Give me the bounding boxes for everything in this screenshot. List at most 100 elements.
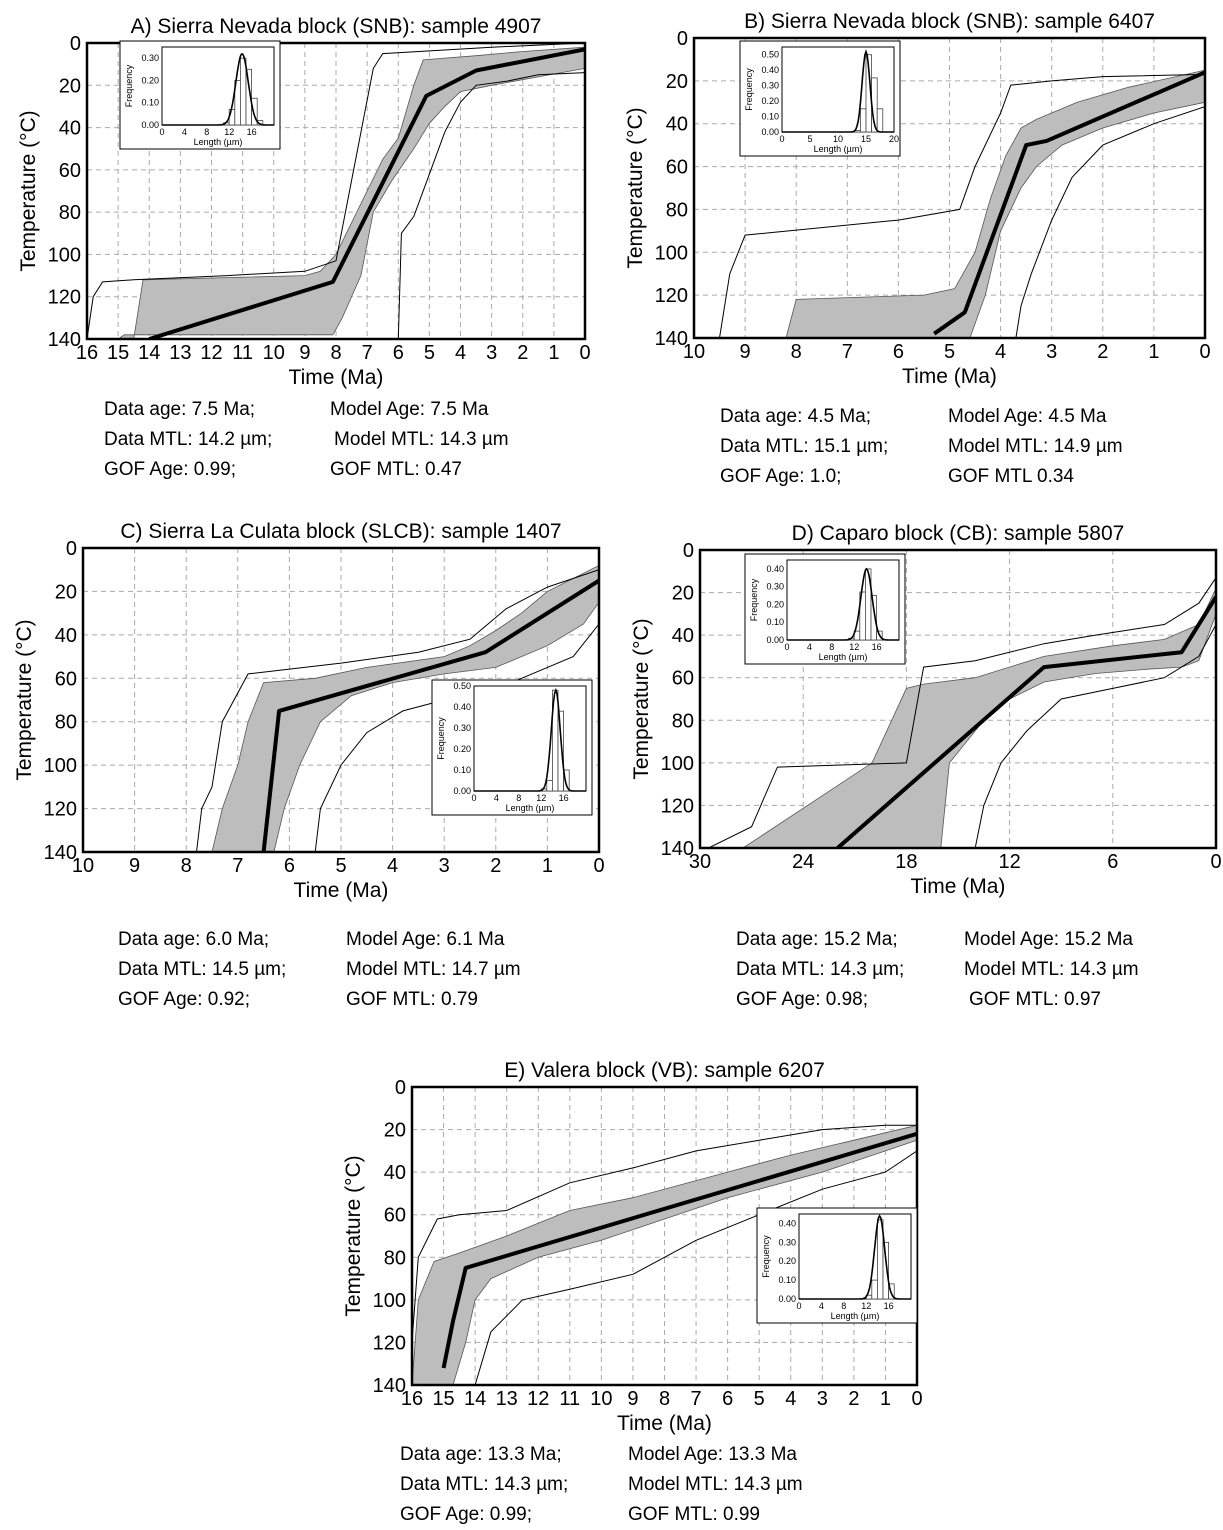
- y-tick-label: 40: [666, 114, 688, 136]
- y-tick-label: 0: [683, 540, 694, 562]
- x-tick-label: 1: [880, 1388, 891, 1410]
- chart-panel-c: 10 9 8 7 6 5 4 3 2 1 0 0 20 40 60 80 100 120 140 Time (Ma) T…: [0, 0, 620, 1040]
- inset-histogram: 0 5 10 15 20 0.00 0.10 0.20 0.30 0.40 0.50 Length (…: [739, 40, 901, 157]
- chart-svg-a: 16 15 14 13 12 11 10 9 8 7 6 5 4 3 2 1 00204060801001201…: [17, 15, 591, 389]
- x-tick-label: 4: [785, 1388, 796, 1410]
- inset-y-label: Frequency: [124, 64, 134, 107]
- inset-x-tick-label: 12: [861, 1301, 871, 1311]
- x-axis-label: Time (Ma): [617, 1412, 712, 1435]
- stat-model-mtl: Model MTL: 14.3 µm: [628, 1474, 803, 1495]
- x-tick-label: 0: [1199, 341, 1210, 363]
- x-tick-label: 6: [893, 341, 904, 363]
- stats-e: Data age: 13.3 Ma; Model Age: 13.3 Ma Dat…: [400, 1440, 880, 1530]
- inset-y-tick-label: 0.00: [453, 786, 471, 796]
- y-tick-label: 60: [384, 1205, 406, 1227]
- x-tick-label: 3: [486, 342, 497, 364]
- stat-model-age: Model Age: 13.3 Ma: [628, 1444, 797, 1465]
- x-axis-label: Time (Ma): [902, 365, 997, 388]
- inset-x-label: Length (µm): [831, 1311, 880, 1321]
- good-fit-envelope: [785, 69, 1205, 338]
- x-tick-label: 4: [455, 342, 466, 364]
- y-tick-label: 80: [59, 202, 81, 224]
- x-tick-label: 1: [1148, 341, 1159, 363]
- x-tick-label: 0: [579, 342, 590, 364]
- y-tick-label: 40: [59, 118, 81, 140]
- stats-c: Data age: 6.0 Ma; Model Age: 6.1 Ma Data …: [118, 925, 598, 1015]
- inset-x-label: Length (µm): [506, 803, 555, 813]
- inset-frame: [431, 679, 593, 816]
- y-tick-label: 120: [373, 1332, 406, 1354]
- stat-data-mtl: Data MTL: 15.1 µm;: [720, 436, 889, 457]
- plot-area: [87, 43, 585, 339]
- inset-x-tick-label: 8: [829, 642, 834, 652]
- stat-gof-mtl: GOF MTL: 0.47: [330, 459, 462, 480]
- plot-area: [719, 69, 1205, 338]
- inset-y-tick-label: 0.50: [453, 681, 471, 691]
- y-tick-label: 100: [44, 755, 77, 777]
- inset-y-tick-label: 0.20: [778, 1256, 796, 1266]
- y-tick-label: 120: [661, 795, 694, 817]
- y-tick-label: 80: [55, 712, 77, 734]
- inset-y-tick-label: 0.30: [141, 53, 159, 63]
- x-tick-label: 9: [627, 1388, 638, 1410]
- acceptable-envelope-upper: [87, 43, 585, 339]
- y-tick-label: 120: [44, 799, 77, 821]
- x-tick-label: 15: [432, 1388, 454, 1410]
- best-fit-path: [148, 47, 585, 339]
- x-tick-label: 30: [689, 851, 711, 873]
- acceptable-envelope-upper: [719, 73, 1205, 338]
- stat-data-mtl: Data MTL: 14.2 µm;: [104, 429, 273, 450]
- y-tick-label: 20: [59, 75, 81, 97]
- best-fit-path: [933, 70, 1205, 336]
- x-tick-label: 2: [848, 1388, 859, 1410]
- stat-data-mtl: Data MTL: 14.3 µm;: [736, 959, 905, 980]
- y-tick-label: 60: [55, 668, 77, 690]
- inset-x-tick-label: 10: [833, 134, 843, 144]
- stat-model-mtl: Model MTL: 14.3 µm: [334, 429, 509, 450]
- histogram-bar: [251, 97, 258, 126]
- stat-model-age: Model Age: 15.2 Ma: [964, 929, 1133, 950]
- inset-histogram: 0 4 8 12 16 0.00 0.10 0.20 0.30 0.40 Length (µm) Fr…: [744, 553, 906, 665]
- x-tick-label: 13: [169, 342, 191, 364]
- acceptable-envelope-lower: [397, 72, 585, 339]
- stat-gof-mtl: GOF MTL: 0.99: [628, 1504, 760, 1525]
- x-tick-label: 12: [527, 1388, 549, 1410]
- x-tick-label: 18: [895, 851, 917, 873]
- x-tick-label: 15: [107, 342, 129, 364]
- y-axis-label: Temperature (°C): [342, 1155, 365, 1316]
- stat-gof-mtl: GOF MTL: 0.97: [969, 989, 1101, 1010]
- y-tick-label: 80: [384, 1247, 406, 1269]
- inset-frame: [756, 1207, 918, 1324]
- x-tick-label: 16: [401, 1388, 423, 1410]
- x-tick-label: 11: [559, 1388, 580, 1410]
- inset-x-tick-label: 4: [494, 793, 499, 803]
- x-tick-label: 5: [424, 342, 435, 364]
- chart-title: A) Sierra Nevada block (SNB): sample 490…: [131, 15, 542, 38]
- y-tick-label: 60: [672, 668, 694, 690]
- inset-y-tick-label: 0.40: [761, 65, 779, 75]
- inset-x-tick-label: 16: [247, 127, 257, 137]
- histogram-bar: [256, 120, 264, 126]
- chart-panel-d: 30 24 18 12 6 0 0 20 40 60 80 100 120 140 Time (Ma) Tem…: [630, 522, 1222, 1015]
- good-fit-envelope: [117, 46, 585, 339]
- good-fit-envelope: [211, 564, 599, 852]
- x-tick-label: 14: [464, 1388, 486, 1410]
- inset-histogram: 0 4 8 12 16 0.00 0.10 0.20 0.30 Length (µm) Freque…: [119, 40, 281, 150]
- stat-gof-mtl: GOF MTL: 0.79: [346, 989, 478, 1010]
- inset-x-tick-label: 0: [796, 1301, 801, 1311]
- inset-x-tick-label: 16: [884, 1301, 894, 1311]
- stat-data-age: Data age: 6.0 Ma;: [118, 929, 270, 950]
- stats-d: Data age: 15.2 Ma; Model Age: 15.2 Ma Dat…: [736, 925, 1216, 1015]
- histogram-bar: [557, 710, 564, 792]
- y-tick-label: 20: [666, 71, 688, 93]
- inset-y-label: Frequency: [436, 717, 446, 760]
- y-tick-label: 0: [70, 33, 81, 55]
- x-tick-label: 2: [490, 855, 501, 877]
- best-fit-path: [441, 1131, 917, 1369]
- x-tick-label: 14: [138, 342, 160, 364]
- y-tick-label: 120: [48, 287, 81, 309]
- x-tick-label: 7: [691, 1388, 702, 1410]
